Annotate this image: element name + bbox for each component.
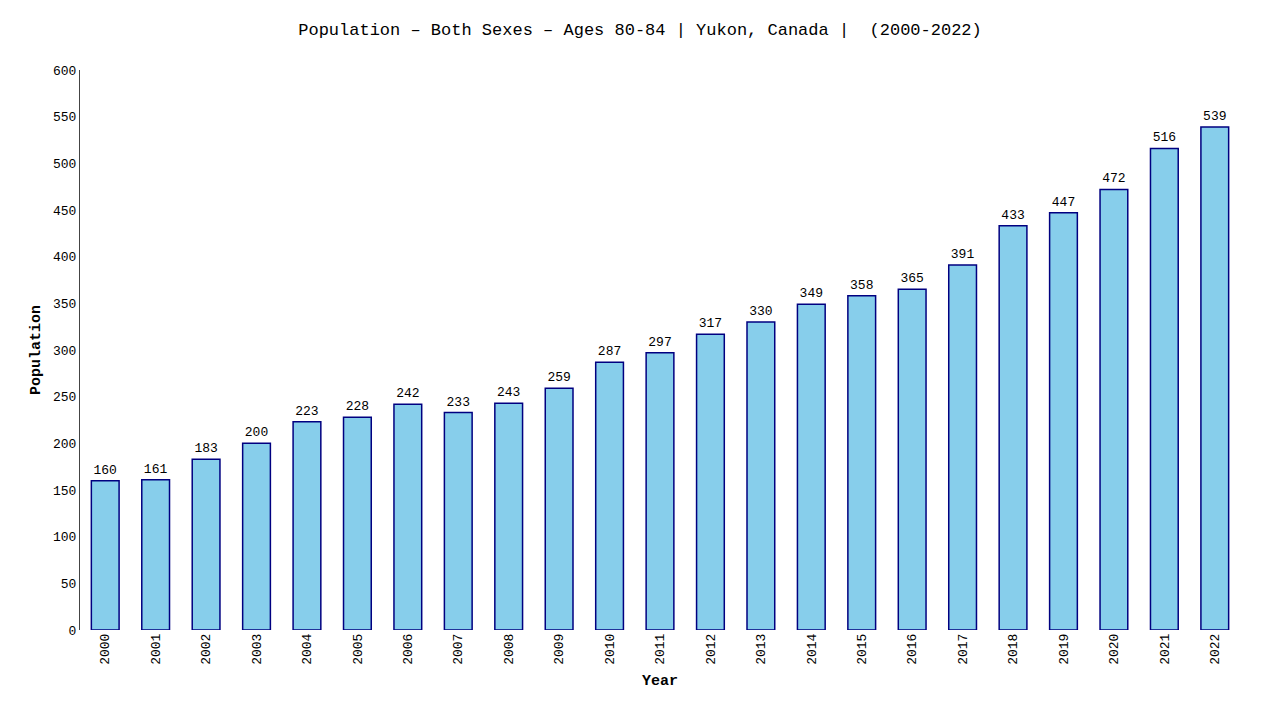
svg-text:358: 358: [850, 278, 873, 293]
svg-text:400: 400: [53, 250, 76, 265]
svg-text:2008: 2008: [502, 634, 517, 665]
svg-text:433: 433: [1001, 208, 1024, 223]
svg-text:330: 330: [749, 304, 772, 319]
svg-text:2002: 2002: [199, 634, 214, 665]
svg-text:161: 161: [144, 462, 168, 477]
svg-text:297: 297: [648, 335, 671, 350]
svg-text:365: 365: [900, 271, 923, 286]
svg-text:2001: 2001: [149, 633, 164, 664]
svg-text:0: 0: [69, 624, 77, 639]
svg-text:2007: 2007: [451, 634, 466, 665]
svg-text:243: 243: [497, 385, 520, 400]
svg-text:317: 317: [699, 316, 722, 331]
svg-text:2004: 2004: [300, 633, 315, 664]
svg-text:223: 223: [295, 404, 318, 419]
svg-text:2019: 2019: [1057, 634, 1072, 665]
svg-text:100: 100: [53, 530, 76, 545]
svg-text:Population: Population: [28, 305, 45, 395]
svg-text:Year: Year: [642, 673, 678, 690]
svg-text:2006: 2006: [401, 634, 416, 665]
svg-text:516: 516: [1153, 130, 1176, 145]
svg-text:2003: 2003: [250, 634, 265, 665]
svg-text:50: 50: [61, 577, 77, 592]
svg-text:2005: 2005: [351, 634, 366, 665]
svg-text:472: 472: [1102, 171, 1125, 186]
svg-text:350: 350: [53, 297, 76, 312]
svg-text:450: 450: [53, 204, 76, 219]
svg-text:2009: 2009: [552, 634, 567, 665]
svg-text:259: 259: [547, 370, 570, 385]
svg-text:2016: 2016: [905, 634, 920, 665]
svg-text:2014: 2014: [805, 633, 820, 664]
svg-text:2000: 2000: [98, 634, 113, 665]
svg-text:550: 550: [53, 110, 76, 125]
svg-text:242: 242: [396, 386, 419, 401]
svg-text:539: 539: [1203, 109, 1226, 124]
svg-text:183: 183: [194, 441, 217, 456]
svg-text:2015: 2015: [855, 634, 870, 665]
svg-text:600: 600: [53, 64, 76, 79]
svg-text:2017: 2017: [956, 634, 971, 665]
svg-text:2013: 2013: [754, 634, 769, 665]
svg-text:228: 228: [346, 399, 369, 414]
svg-text:300: 300: [53, 344, 76, 359]
svg-text:233: 233: [447, 395, 470, 410]
svg-text:500: 500: [53, 157, 76, 172]
svg-text:250: 250: [53, 390, 76, 405]
svg-text:200: 200: [245, 425, 268, 440]
svg-text:349: 349: [800, 286, 823, 301]
svg-text:2020: 2020: [1107, 634, 1122, 665]
svg-text:160: 160: [94, 463, 117, 478]
svg-text:150: 150: [53, 484, 76, 499]
svg-text:2011: 2011: [653, 633, 668, 664]
svg-text:391: 391: [951, 247, 975, 262]
svg-text:200: 200: [53, 437, 76, 452]
svg-text:2018: 2018: [1006, 634, 1021, 665]
svg-text:2012: 2012: [704, 634, 719, 665]
svg-text:2010: 2010: [603, 634, 618, 665]
svg-text:287: 287: [598, 344, 621, 359]
svg-text:2021: 2021: [1158, 633, 1173, 664]
svg-text:2022: 2022: [1208, 634, 1223, 665]
svg-text:447: 447: [1052, 195, 1075, 210]
svg-text:Population – Both Sexes – Ages: Population – Both Sexes – Ages 80-84 | Y…: [298, 21, 982, 40]
